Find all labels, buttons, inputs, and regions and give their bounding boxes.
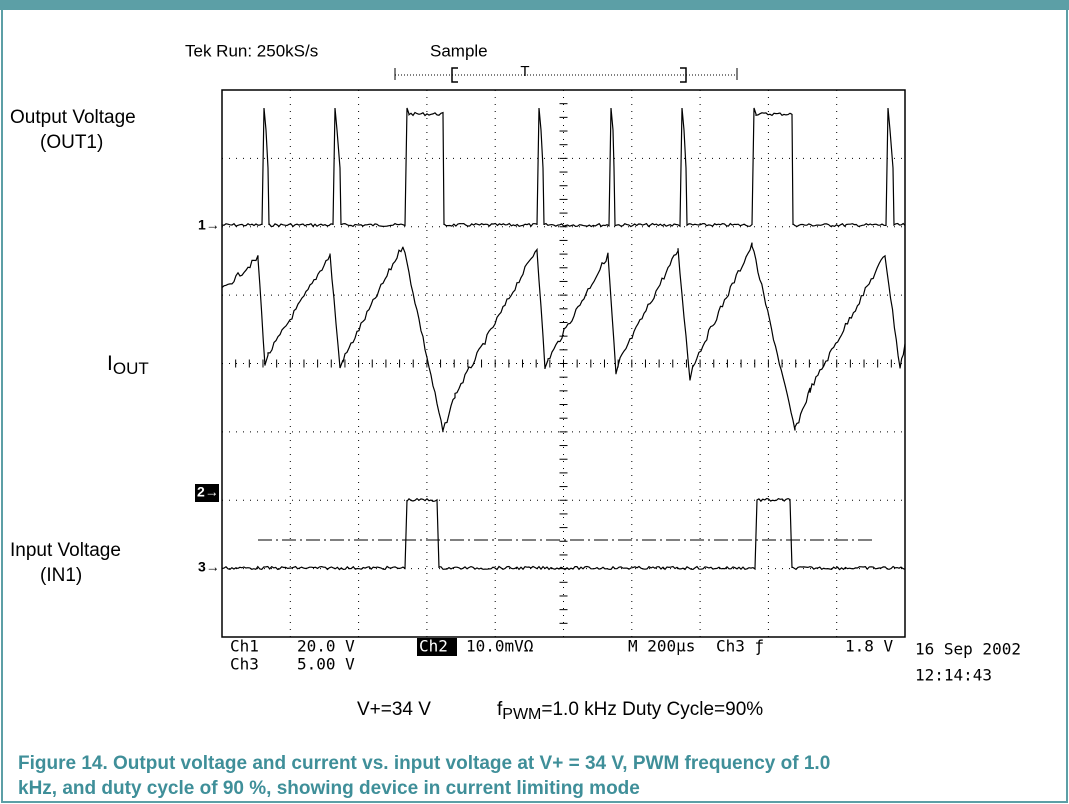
readout-text: 1.8 V	[845, 637, 894, 656]
channel-label: (OUT1)	[40, 132, 103, 153]
label-sub: OUT	[113, 359, 149, 378]
condition: V+=34 V	[357, 699, 431, 720]
out-waveform	[221, 107, 906, 228]
readout-text: 12:14:43	[915, 666, 992, 685]
channel-label: IOUT	[107, 352, 149, 379]
readout-text: Ch3	[230, 655, 259, 674]
readout-text: Ch2	[419, 637, 448, 656]
caption: kHz, and duty cycle of 90 %, showing dev…	[18, 778, 640, 799]
marker-box	[195, 484, 219, 502]
cond-sub: PWM	[502, 706, 541, 723]
readout-text: Ch1	[230, 637, 259, 656]
readout-text: 20.0 V	[297, 637, 355, 656]
status: Tek Run: 250kS/s	[185, 41, 318, 60]
channel-label: Input Voltage	[10, 540, 121, 561]
readout-text: 5.00 V	[297, 655, 355, 674]
window-bracket	[451, 67, 687, 83]
in-waveform	[221, 497, 906, 571]
cond-rest: =1.0 kHz Duty Cycle=90%	[541, 699, 763, 720]
marker: 1→	[198, 217, 220, 233]
readout-text: 10.0mVΩ	[466, 637, 534, 656]
trigger-mark: T	[520, 63, 529, 80]
caption: Figure 14. Output voltage and current vs…	[18, 753, 830, 774]
condition: fPWM=1.0 kHz Duty Cycle=90%	[497, 699, 763, 723]
readout-text: M 200µs	[628, 637, 695, 656]
iout-waveform	[221, 242, 906, 433]
marker: 3→	[198, 559, 220, 575]
channel-label: Output Voltage	[10, 107, 136, 128]
mode: Sample	[430, 41, 488, 60]
channel-label: (IN1)	[40, 565, 82, 586]
label-main: I	[107, 352, 113, 375]
readout: Ch1 20.0 V Ch2 10.0mVΩ M 200µs Ch3 ƒ 1.8…	[230, 637, 1021, 685]
graticule	[221, 89, 906, 638]
cond-f: f	[497, 699, 503, 720]
marker: 2→	[197, 484, 219, 500]
readout-text: 16 Sep 2002	[915, 640, 1021, 659]
ch2-box	[417, 638, 457, 656]
header-bar	[0, 0, 1069, 10]
readout-text: Ch3 ƒ	[716, 637, 764, 656]
